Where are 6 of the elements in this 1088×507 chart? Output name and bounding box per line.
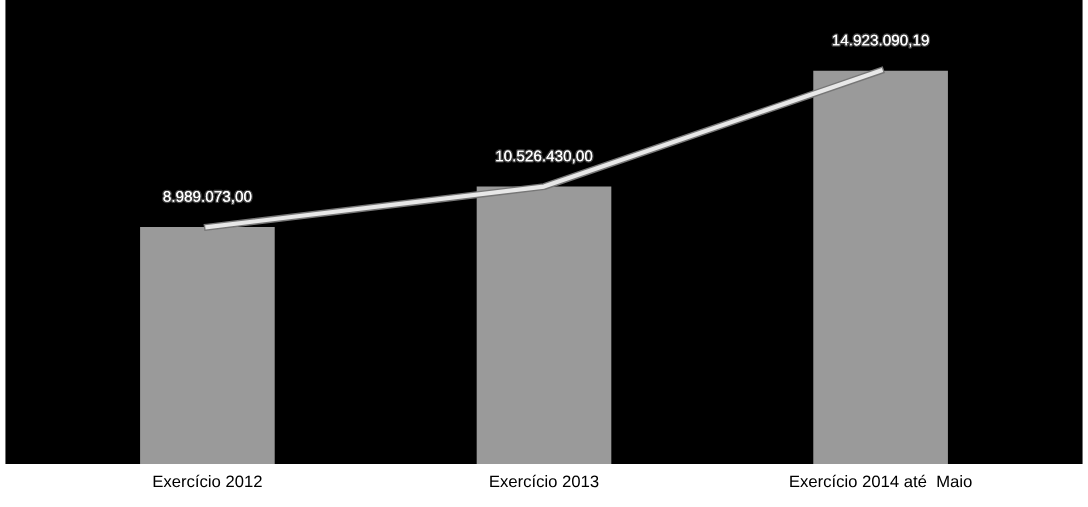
x-tick-label: Exercício 2012	[153, 474, 262, 488]
data-label: 8.989.073,00	[163, 191, 252, 204]
x-tick-label: Exercício 2014 até Maio	[790, 474, 972, 488]
data-label: 14.923.090,19	[832, 34, 929, 48]
data-label: 10.526.430,00	[496, 150, 593, 164]
x-tick-label: Exercício 2013	[490, 474, 599, 488]
